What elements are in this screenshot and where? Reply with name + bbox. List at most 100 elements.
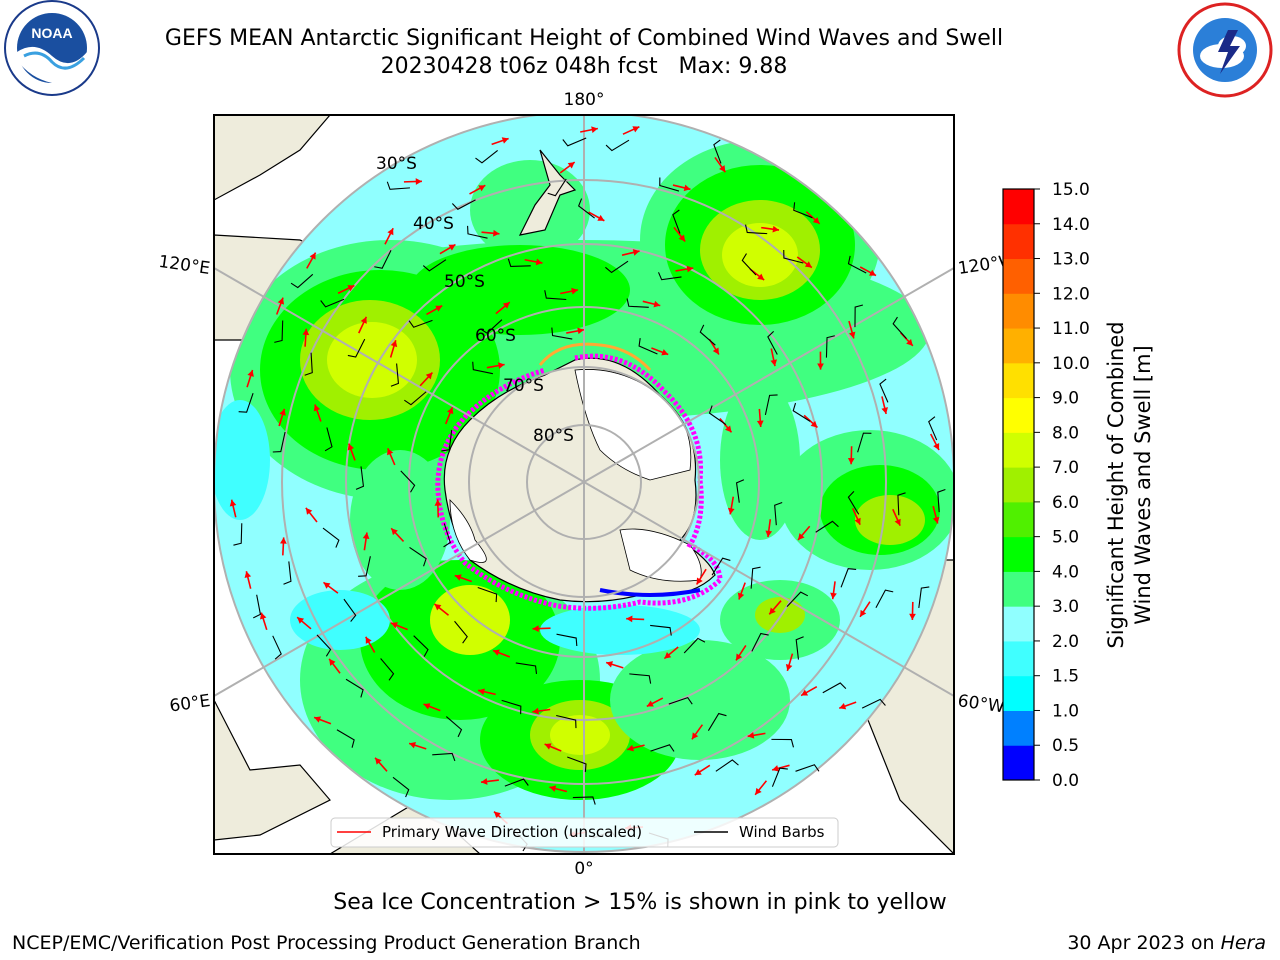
colorbar-tick-label: 0.0 xyxy=(1052,771,1079,791)
wind-barb xyxy=(547,178,567,197)
wave-arrow-head xyxy=(434,499,442,506)
wind-barb xyxy=(454,620,468,644)
wind-barb xyxy=(515,662,538,675)
wind-barb xyxy=(253,594,262,619)
sea-ice-band xyxy=(435,353,723,611)
wind-barb xyxy=(840,568,857,588)
wind-barb xyxy=(879,378,889,403)
wind-barb xyxy=(735,479,745,503)
wind-barb xyxy=(715,759,739,772)
wave-arrow-head xyxy=(423,703,431,710)
wind-barb xyxy=(556,714,577,729)
wave-arrow-head xyxy=(259,612,267,620)
wind-barb xyxy=(283,561,292,585)
wind-barb xyxy=(854,304,864,328)
wave-arrow-head xyxy=(415,178,422,185)
wave-arrow-head xyxy=(756,420,764,427)
wind-barb xyxy=(400,470,416,493)
wind-barb xyxy=(786,591,809,608)
wind-barb xyxy=(477,586,498,603)
wave-arrow-head xyxy=(881,407,888,414)
colorbar-block xyxy=(1003,467,1034,503)
wind-barb xyxy=(322,527,340,548)
wind-barb xyxy=(767,330,778,355)
wind-barb xyxy=(699,324,716,346)
wave-arrow-head xyxy=(532,625,539,632)
wave-arrow-head xyxy=(755,787,762,795)
wave-arrow-head xyxy=(719,165,726,173)
wind-barb xyxy=(605,139,630,152)
colorbar-block xyxy=(1003,501,1034,538)
colorbar-block xyxy=(1003,258,1034,294)
colorbar-tick-label: 12.0 xyxy=(1052,284,1090,304)
lat-label-70s: 70°S xyxy=(503,376,544,396)
wind-barb xyxy=(825,335,835,358)
wave-arrow-head xyxy=(329,658,336,666)
wind-barb xyxy=(272,431,286,453)
wave-arrow-head xyxy=(347,443,355,451)
wave-arrow-head xyxy=(661,349,669,356)
legend-wind-label: Wind Barbs xyxy=(739,823,825,841)
lat-label-40s: 40°S xyxy=(413,214,454,234)
wave-arrow-head xyxy=(765,530,773,538)
wind-barb xyxy=(562,137,587,147)
wind-barb xyxy=(556,633,578,647)
colorbar-tick-label: 9.0 xyxy=(1052,389,1079,409)
wind-barb xyxy=(551,327,573,340)
wind-barb xyxy=(316,634,332,657)
wave-arrow-head xyxy=(747,732,755,739)
wind-barb xyxy=(347,338,366,358)
wave-arrow-head xyxy=(365,636,372,644)
colorbar-tick-label: 4.0 xyxy=(1052,562,1079,582)
wind-barb xyxy=(711,557,731,576)
wind-barb xyxy=(572,796,596,805)
wave-arrow-head xyxy=(686,265,694,273)
wind-barb xyxy=(408,319,433,328)
wind-barb xyxy=(374,250,392,269)
lat-label-60s: 60°S xyxy=(475,326,516,346)
wave-arrow-head xyxy=(567,162,575,169)
wind-barb xyxy=(626,298,649,308)
wave-arrow-head xyxy=(305,507,313,515)
wind-barb xyxy=(605,260,629,274)
colorbar-tick-label: 0.5 xyxy=(1052,736,1079,756)
wind-barb xyxy=(409,546,427,567)
wind-barb xyxy=(441,429,453,452)
colorbar-block xyxy=(1003,606,1034,642)
wave-arrow-head xyxy=(478,185,486,192)
wind-barb xyxy=(783,250,804,264)
wave-arrow-head xyxy=(309,252,316,260)
wave-arrow-head xyxy=(691,732,699,740)
wave-arrow-head xyxy=(736,653,743,661)
wind-barb xyxy=(480,319,503,334)
wave-arrow-head xyxy=(544,743,552,750)
colorbar-block xyxy=(1003,293,1034,329)
wave-arrow-head xyxy=(425,372,433,380)
wave-arrow-head xyxy=(454,574,462,581)
wave-arrow-head xyxy=(532,707,539,715)
wave-arrow-head xyxy=(571,287,578,295)
land-australia-north xyxy=(214,115,331,201)
wave-arrow-head xyxy=(683,184,691,192)
wave-arrow-head xyxy=(696,577,703,585)
lat-label-50s: 50°S xyxy=(444,272,485,292)
wave-arrow-head xyxy=(494,811,501,819)
wave-arrow-head xyxy=(549,785,557,792)
colorbar-block xyxy=(1003,397,1034,433)
wind-barb xyxy=(650,624,672,636)
wind-barb xyxy=(857,432,872,453)
wave-arrow-head xyxy=(801,689,809,696)
wind-barb xyxy=(875,589,894,609)
wave-arrow-head xyxy=(277,297,285,305)
wind-barb xyxy=(792,402,811,422)
low-wave-strip xyxy=(599,588,701,597)
wave-arrow-head xyxy=(847,458,855,465)
wind-barb xyxy=(238,393,254,413)
wave-arrow-head xyxy=(535,258,543,266)
wave-arrow-head xyxy=(933,443,940,451)
colorbar-block xyxy=(1003,640,1034,677)
wind-barb xyxy=(847,491,860,515)
wave-arrow-head xyxy=(869,269,877,276)
wave-arrow-head xyxy=(493,229,500,237)
wave-arrow-head xyxy=(804,261,812,268)
